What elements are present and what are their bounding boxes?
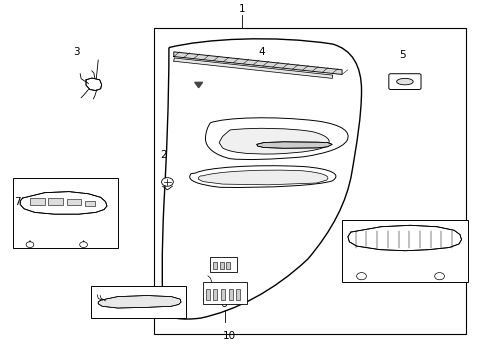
Bar	[221, 289, 224, 300]
Polygon shape	[256, 142, 331, 148]
Circle shape	[80, 242, 87, 248]
Bar	[91, 286, 185, 318]
PathPatch shape	[189, 166, 335, 188]
Bar	[226, 262, 230, 269]
Text: 3: 3	[73, 47, 80, 57]
Bar	[341, 220, 467, 282]
Ellipse shape	[396, 78, 412, 85]
Bar	[213, 262, 217, 269]
Text: 9: 9	[226, 282, 233, 292]
Bar	[220, 262, 224, 269]
Text: 2: 2	[161, 150, 167, 161]
Polygon shape	[173, 58, 332, 78]
Bar	[30, 198, 44, 205]
Bar	[206, 289, 210, 300]
PathPatch shape	[219, 129, 328, 154]
Text: 10: 10	[223, 331, 236, 341]
Circle shape	[356, 273, 366, 280]
Text: 7: 7	[14, 197, 20, 207]
PathPatch shape	[198, 170, 327, 185]
Bar	[154, 28, 466, 334]
Bar	[228, 289, 232, 300]
PathPatch shape	[162, 39, 361, 319]
Text: 5: 5	[399, 50, 406, 60]
Bar	[210, 257, 237, 271]
Bar	[213, 289, 217, 300]
Text: 8: 8	[379, 242, 385, 251]
Circle shape	[434, 273, 444, 280]
Polygon shape	[194, 82, 202, 88]
Bar	[84, 201, 95, 206]
Bar	[235, 289, 239, 300]
Bar	[48, 198, 63, 204]
FancyBboxPatch shape	[388, 74, 420, 90]
Bar	[67, 199, 81, 205]
Polygon shape	[98, 296, 181, 308]
Polygon shape	[20, 192, 107, 214]
Polygon shape	[347, 225, 461, 251]
Polygon shape	[86, 78, 102, 91]
Text: 1: 1	[238, 4, 245, 14]
Bar	[203, 282, 246, 304]
Circle shape	[26, 242, 34, 248]
Circle shape	[161, 177, 173, 186]
PathPatch shape	[205, 118, 347, 159]
Polygon shape	[173, 52, 341, 75]
Bar	[13, 178, 118, 248]
Text: 6: 6	[220, 299, 227, 309]
Text: 4: 4	[258, 47, 264, 57]
